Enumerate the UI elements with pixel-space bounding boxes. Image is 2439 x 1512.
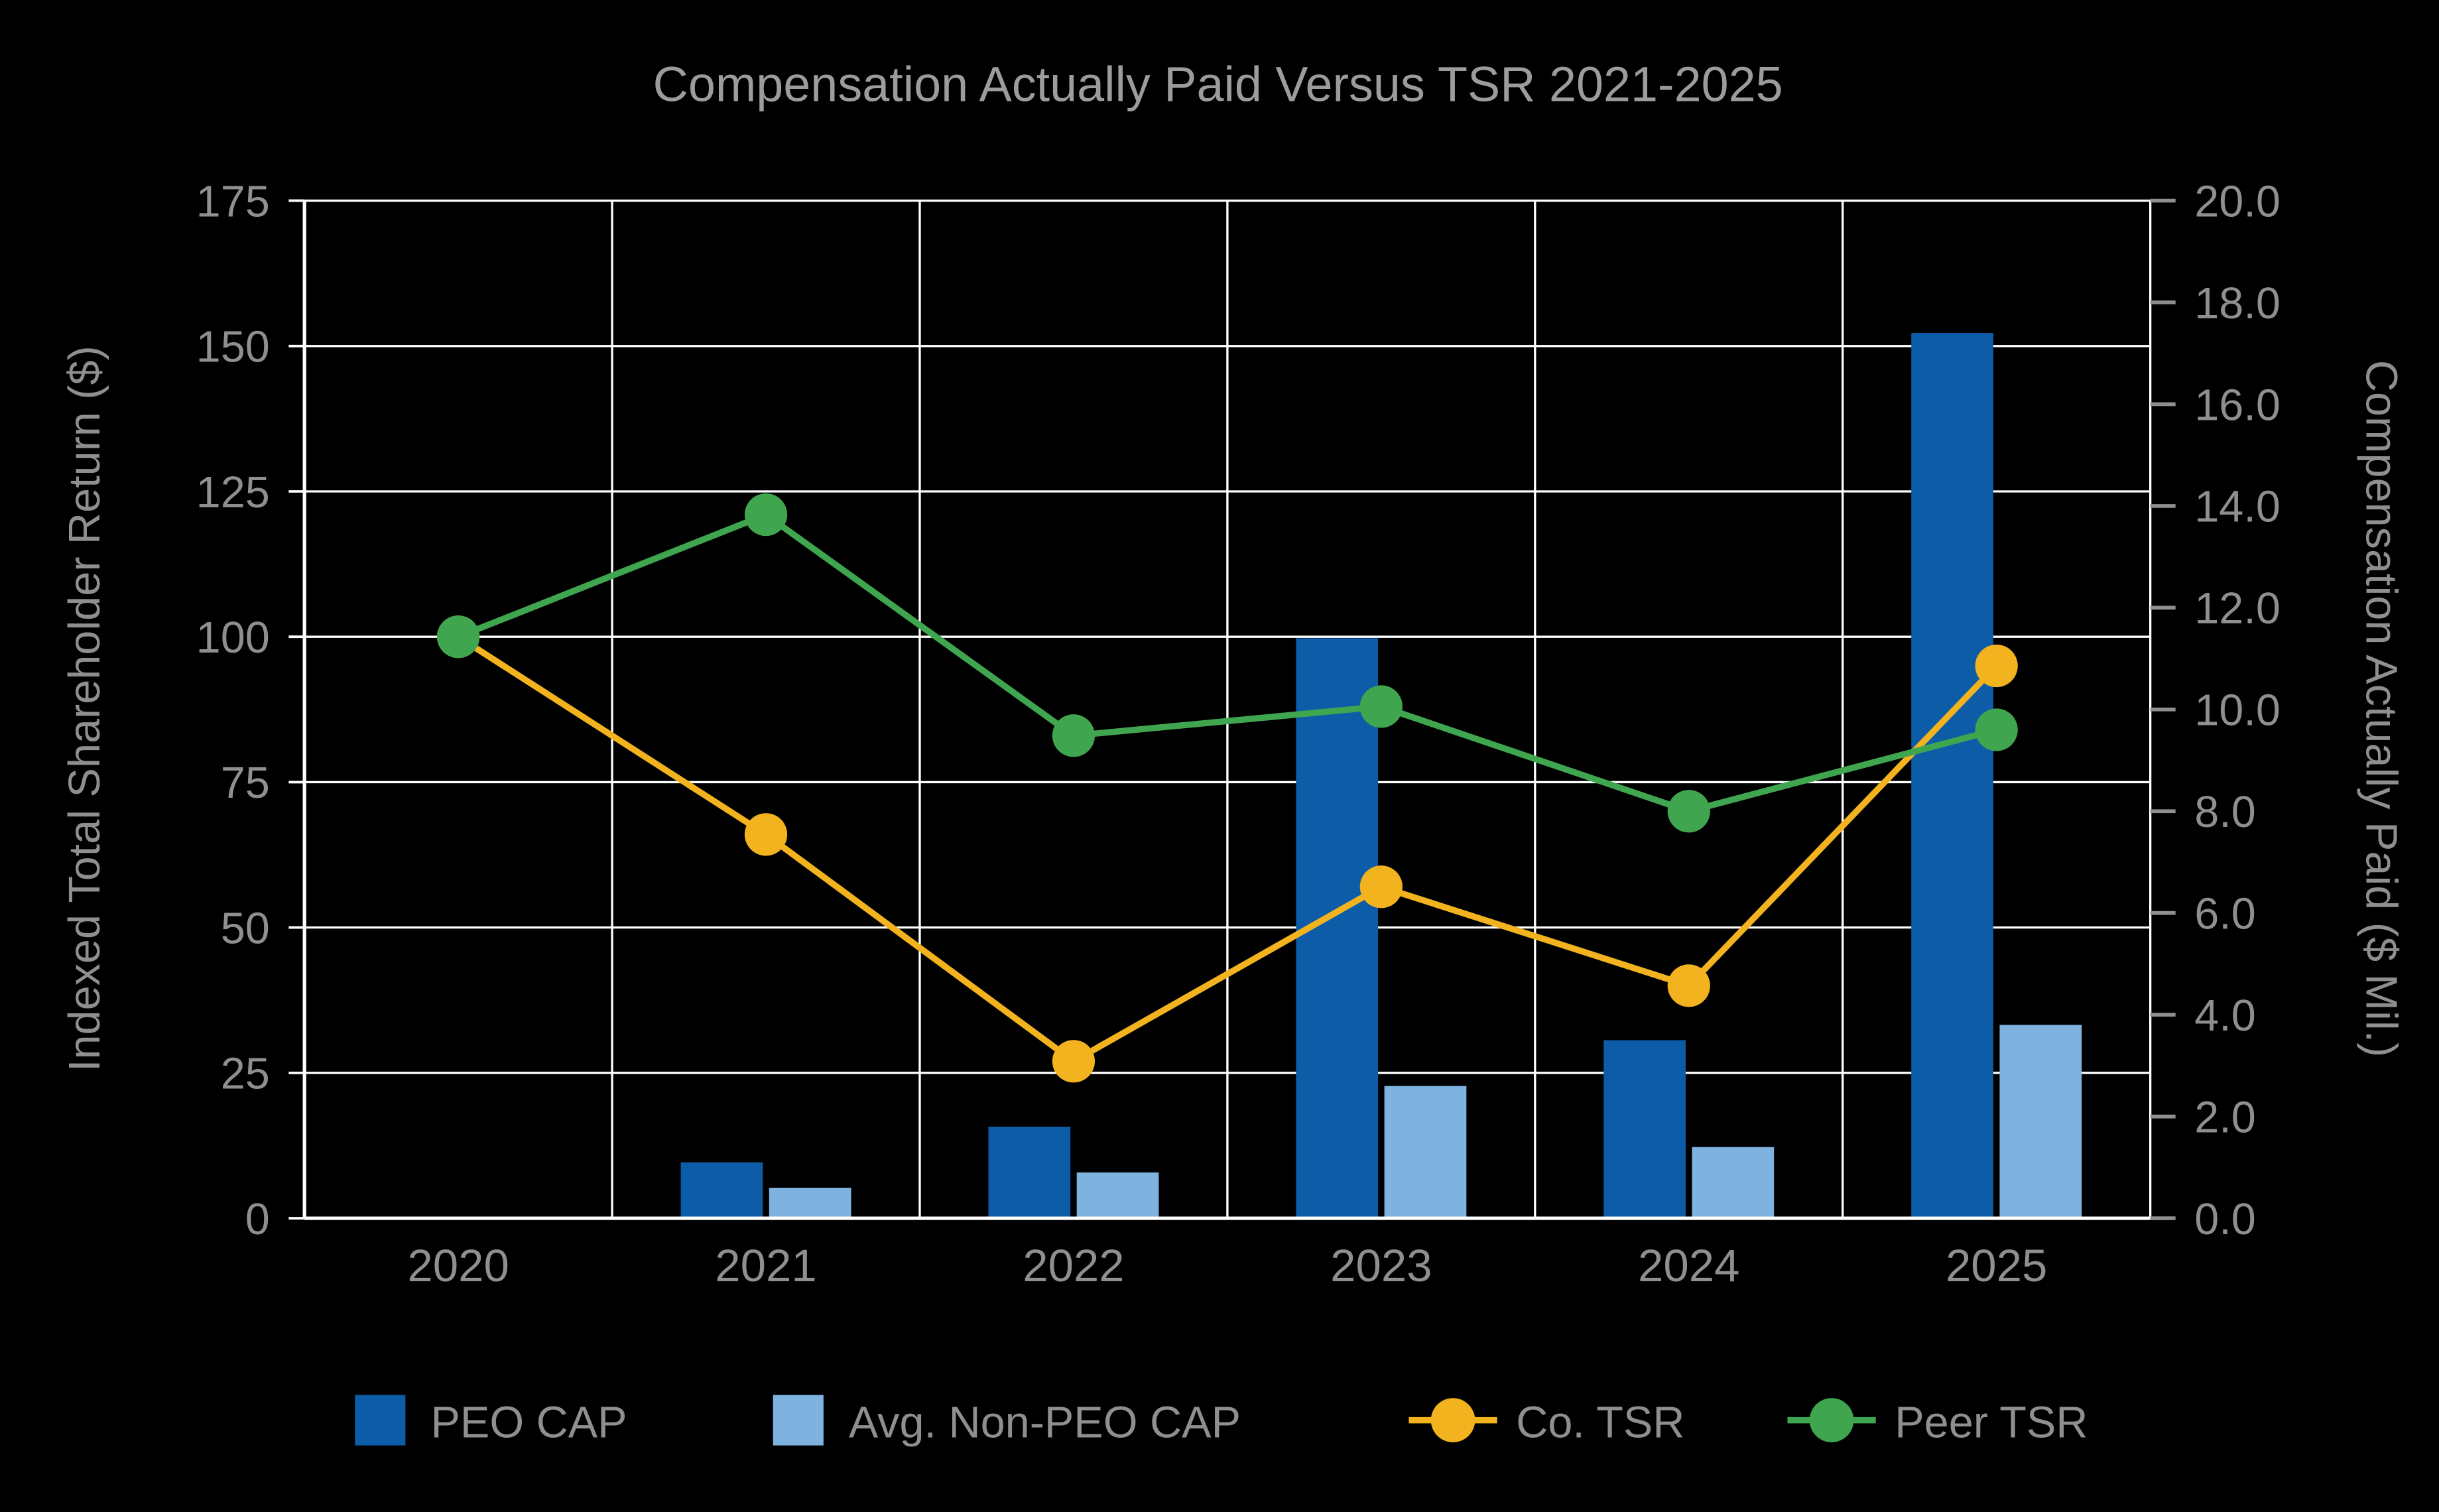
right-tick-label: 14.0 (2194, 483, 2281, 532)
right-tick-label: 6.0 (2194, 890, 2256, 939)
bar-avg-non-peo-cap (1384, 1086, 1467, 1219)
left-tick-label: 75 (221, 759, 270, 808)
tick-labels-layer: 0 25 50 75 100 125 150 175 0.0 2.0 4.0 6.0 8.0 10.0 12… (196, 177, 2281, 1291)
legend-marker (1430, 1398, 1475, 1442)
bar-peo-cap (988, 1126, 1071, 1219)
line-co-tsr (455, 633, 2000, 1065)
right-tick-label: 18.0 (2194, 279, 2281, 328)
right-tick-label: 0.0 (2194, 1195, 2256, 1244)
bar-peo-cap (1911, 333, 1993, 1219)
legend-swatch (773, 1395, 824, 1446)
right-tick-label: 16.0 (2194, 381, 2281, 430)
legend-label: Peer TSR (1895, 1399, 2088, 1448)
marker-peer-tsr (1667, 790, 1710, 833)
bar-peo-cap (680, 1162, 763, 1219)
left-axis-title: Indexed Total Shareholder Return ($) (60, 346, 109, 1072)
legend-marker (1809, 1398, 1854, 1442)
legend-item-peo-cap: PEO CAP (355, 1395, 627, 1448)
bars-layer (680, 333, 2082, 1219)
left-tick-label: 50 (221, 904, 270, 953)
x-axis-label: 2023 (1330, 1240, 1432, 1291)
marker-peer-tsr (436, 615, 480, 659)
bar-avg-non-peo-cap (1692, 1147, 1775, 1219)
right-tick-label: 12.0 (2194, 584, 2281, 633)
legend-item-co-tsr: Co. TSR (1408, 1398, 1684, 1448)
bar-peo-cap (1603, 1040, 1686, 1219)
right-tick-label: 2.0 (2194, 1093, 2256, 1142)
legend-swatch (355, 1395, 406, 1446)
legend-item-avg-non-peo-cap: Avg. Non-PEO CAP (773, 1395, 1241, 1448)
x-axis-label: 2025 (1946, 1240, 2047, 1291)
x-axis-label: 2022 (1023, 1240, 1124, 1291)
marker-co-tsr (1052, 1040, 1095, 1083)
legend-label: Avg. Non-PEO CAP (849, 1399, 1241, 1448)
right-tick-label: 4.0 (2194, 991, 2256, 1040)
x-axis-label: 2020 (407, 1240, 509, 1291)
chart-title: Compensation Actually Paid Versus TSR 20… (653, 57, 1783, 112)
left-tick-label: 150 (196, 323, 270, 372)
marker-peer-tsr (1052, 714, 1095, 757)
left-tick-label: 25 (221, 1050, 270, 1099)
x-axis-label: 2024 (1638, 1240, 1739, 1291)
bar-avg-non-peo-cap (1076, 1172, 1159, 1219)
marker-co-tsr (1667, 964, 1710, 1007)
line-peer-tsr (455, 511, 2000, 815)
left-tick-label: 0 (245, 1195, 270, 1244)
legend: PEO CAP Avg. Non-PEO CAP Co. TSR Peer TSR (355, 1395, 2088, 1448)
right-tick-label: 8.0 (2194, 788, 2256, 837)
bar-avg-non-peo-cap (769, 1188, 851, 1219)
right-tick-label: 20.0 (2194, 177, 2281, 226)
marker-peer-tsr (1359, 685, 1403, 728)
axes-layer (288, 198, 2176, 1220)
marker-peer-tsr (744, 493, 788, 536)
lines-layer (436, 493, 2018, 1083)
left-tick-label: 125 (196, 468, 270, 517)
marker-peer-tsr (1975, 708, 2018, 751)
left-tick-label: 100 (196, 613, 270, 662)
marker-co-tsr (1975, 644, 2018, 688)
right-axis-title: Compensation Actually Paid ($ Mil.) (2357, 360, 2406, 1057)
x-axis-label: 2021 (715, 1240, 816, 1291)
marker-co-tsr (744, 813, 788, 856)
gridlines-layer (303, 199, 2152, 1220)
bar-avg-non-peo-cap (1999, 1025, 2082, 1219)
right-tick-label: 10.0 (2194, 686, 2281, 735)
legend-label: Co. TSR (1516, 1399, 1684, 1448)
legend-item-peer-tsr: Peer TSR (1787, 1398, 2088, 1448)
marker-co-tsr (1359, 865, 1403, 909)
left-tick-label: 175 (196, 177, 270, 226)
legend-label: PEO CAP (430, 1399, 627, 1448)
